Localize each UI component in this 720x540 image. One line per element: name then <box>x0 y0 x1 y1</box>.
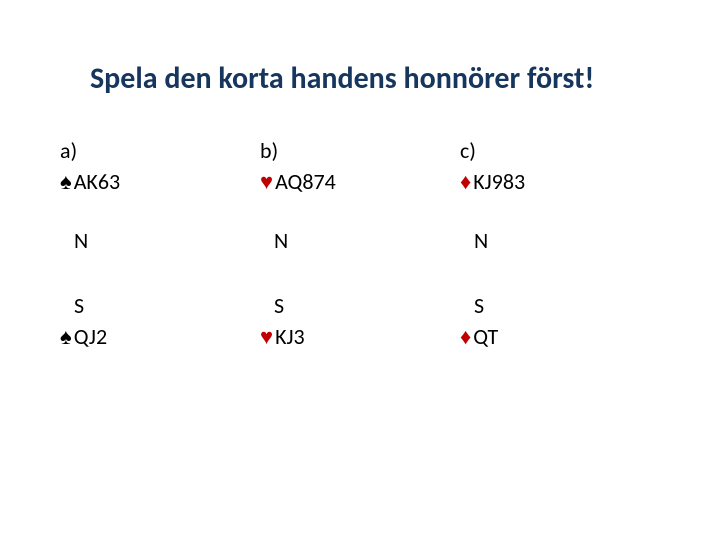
north-cards: KJ983 <box>473 168 525 195</box>
south-cards: KJ3 <box>275 323 305 350</box>
north-hand: ♠AK63 <box>60 168 260 195</box>
north-cards: AQ874 <box>275 168 336 195</box>
col-label: a) <box>60 137 260 164</box>
column-c: c) ♦KJ983 N S ♦QT <box>460 137 660 382</box>
heart-icon: ♥ <box>260 323 273 350</box>
column-a: a) ♠AK63 N S ♠QJ2 <box>60 137 260 382</box>
column-b: b) ♥AQ874 N S ♥KJ3 <box>260 137 460 382</box>
heart-icon: ♥ <box>260 168 273 195</box>
position-s: S <box>460 292 660 319</box>
north-hand: ♥AQ874 <box>260 168 460 195</box>
position-n: N <box>60 227 260 254</box>
col-label: c) <box>460 137 660 164</box>
position-s: S <box>260 292 460 319</box>
slide: Spela den korta handens honnörer först! … <box>0 0 720 540</box>
position-n: N <box>460 227 660 254</box>
south-cards: QT <box>473 323 498 350</box>
north-cards: AK63 <box>74 168 120 195</box>
spade-icon: ♠ <box>60 168 72 195</box>
col-label: b) <box>260 137 460 164</box>
position-s: S <box>60 292 260 319</box>
slide-title: Spela den korta handens honnörer först! <box>60 60 660 97</box>
spade-icon: ♠ <box>60 323 72 350</box>
position-n: N <box>260 227 460 254</box>
diamond-icon: ♦ <box>460 168 471 195</box>
diamond-icon: ♦ <box>460 323 471 350</box>
north-hand: ♦KJ983 <box>460 168 660 195</box>
south-hand: ♦QT <box>460 323 660 350</box>
south-cards: QJ2 <box>74 323 107 350</box>
south-hand: ♠QJ2 <box>60 323 260 350</box>
columns-container: a) ♠AK63 N S ♠QJ2 b) ♥AQ874 N S ♥KJ3 c) <box>60 137 660 382</box>
south-hand: ♥KJ3 <box>260 323 460 350</box>
